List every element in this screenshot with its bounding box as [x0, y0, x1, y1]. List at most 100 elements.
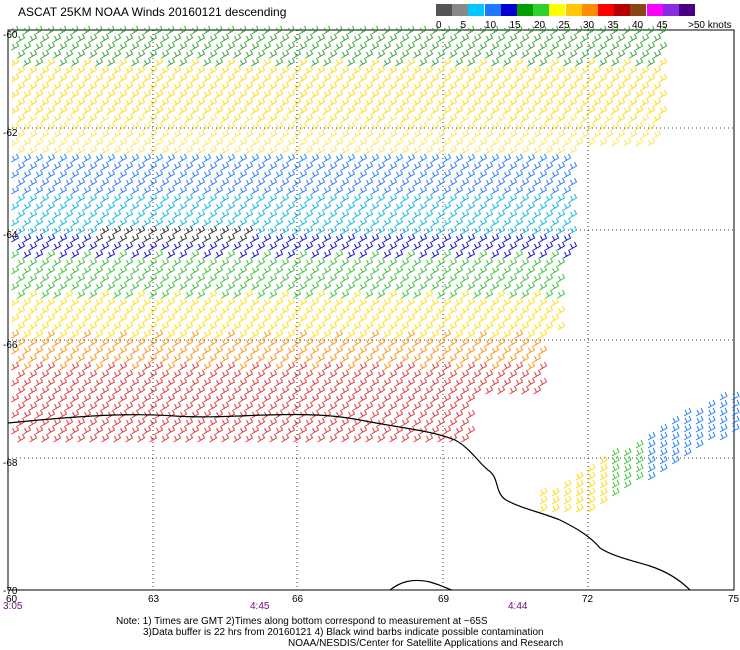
- wind-barb: [125, 305, 134, 315]
- wind-barb: [563, 479, 572, 489]
- wind-barb: [47, 281, 56, 291]
- wind-barb: [509, 257, 518, 267]
- wind-barb: [89, 289, 98, 299]
- wind-barb: [419, 297, 428, 307]
- wind-barb: [395, 329, 404, 339]
- wind-barb: [167, 89, 176, 99]
- wind-barb: [137, 353, 146, 363]
- wind-barb: [377, 273, 386, 283]
- wind-barb: [305, 289, 314, 299]
- wind-barb: [101, 257, 110, 267]
- wind-barb: [311, 153, 320, 163]
- wind-barb: [131, 249, 140, 259]
- wind-barb: [497, 97, 506, 107]
- wind-barb: [479, 201, 488, 211]
- wind-barb: [491, 121, 500, 131]
- wind-barb: [335, 153, 344, 163]
- wind-barb: [11, 329, 20, 339]
- wind-barb: [461, 81, 470, 91]
- wind-barb: [311, 345, 320, 355]
- wind-barb: [41, 225, 50, 235]
- wind-barb: [407, 137, 416, 147]
- wind-barb: [251, 281, 260, 291]
- wind-barb: [191, 297, 200, 307]
- wind-barb: [209, 33, 218, 43]
- wind-barb: [137, 385, 146, 395]
- wind-barb: [47, 89, 56, 99]
- wind-barb: [299, 233, 308, 243]
- wind-barb: [155, 73, 164, 83]
- wind-barb: [95, 409, 104, 419]
- wind-barb: [227, 41, 236, 51]
- wind-barb: [557, 81, 566, 91]
- wind-barb: [203, 185, 212, 195]
- wind-barb: [203, 425, 212, 435]
- wind-barb: [59, 377, 68, 387]
- wind-barb: [617, 129, 626, 139]
- wind-barb: [359, 345, 368, 355]
- wind-barb: [17, 65, 26, 75]
- wind-barb: [491, 233, 500, 243]
- wind-barb: [215, 121, 224, 131]
- wind-barb: [557, 241, 566, 251]
- wind-barb: [311, 329, 320, 339]
- wind-barb: [263, 185, 272, 195]
- wind-barb: [227, 297, 236, 307]
- wind-barb: [281, 177, 290, 187]
- wind-barb: [23, 41, 32, 51]
- wind-barb: [287, 425, 296, 435]
- wind-barb: [233, 241, 242, 251]
- wind-barb: [41, 65, 50, 75]
- wind-barb: [35, 233, 44, 243]
- wind-barb: [17, 81, 26, 91]
- wind-barb: [239, 89, 248, 99]
- wind-barb: [317, 321, 326, 331]
- wind-barb: [395, 105, 404, 115]
- wind-barb: [281, 145, 290, 155]
- wind-barb: [461, 49, 470, 59]
- wind-barb: [71, 233, 80, 243]
- wind-barb: [59, 185, 68, 195]
- wind-barb: [143, 105, 152, 115]
- wind-barb: [557, 273, 566, 283]
- wind-barb: [497, 385, 506, 395]
- wind-barb: [407, 361, 416, 371]
- wind-barb: [179, 393, 188, 403]
- wind-barb: [275, 409, 284, 419]
- wind-barb: [659, 57, 668, 67]
- wind-barb: [317, 161, 326, 171]
- wind-barb: [539, 495, 548, 505]
- wind-barb: [485, 145, 494, 155]
- wind-barb: [281, 49, 290, 59]
- wind-barb: [71, 361, 80, 371]
- wind-barb: [557, 321, 566, 331]
- wind-barb: [71, 345, 80, 355]
- wind-barb: [557, 289, 566, 299]
- wind-barb: [65, 257, 74, 267]
- wind-barb: [341, 97, 350, 107]
- wind-barb: [131, 185, 140, 195]
- wind-barb: [257, 257, 266, 267]
- wind-barb: [113, 177, 122, 187]
- wind-barb: [17, 33, 26, 43]
- wind-barb: [17, 257, 26, 267]
- wind-barb: [227, 137, 236, 147]
- wind-barb: [197, 49, 206, 59]
- wind-barb: [71, 169, 80, 179]
- wind-barb: [599, 105, 608, 115]
- wind-barb: [77, 225, 86, 235]
- wind-barb: [161, 33, 170, 43]
- wind-barb: [509, 353, 518, 363]
- wind-barb: [173, 65, 182, 75]
- wind-barb: [53, 113, 62, 123]
- wind-barb: [611, 25, 620, 35]
- wind-barb: [455, 57, 464, 67]
- wind-barb: [185, 305, 194, 315]
- wind-barb: [83, 361, 92, 371]
- wind-barb: [65, 401, 74, 411]
- wind-barb: [125, 369, 134, 379]
- wind-barb: [461, 257, 470, 267]
- wind-barb: [407, 425, 416, 435]
- wind-barb: [467, 89, 476, 99]
- wind-barb: [443, 25, 452, 35]
